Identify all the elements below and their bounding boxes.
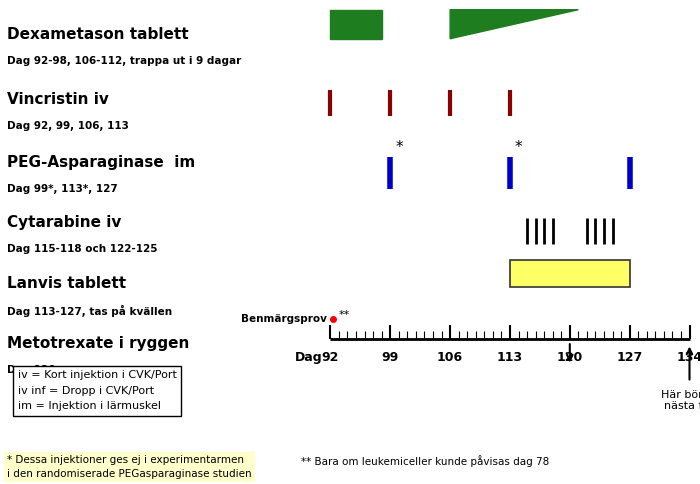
Text: *: *	[395, 140, 402, 155]
Text: ** Bara om leukemiceller kunde påvisas dag 78: ** Bara om leukemiceller kunde påvisas d…	[301, 455, 550, 467]
Text: 120: 120	[556, 351, 583, 364]
Text: 113: 113	[497, 351, 523, 364]
Text: Lanvis tablett: Lanvis tablett	[7, 276, 126, 291]
Text: PEG-Asparaginase  im: PEG-Asparaginase im	[7, 155, 195, 170]
Text: Dag 99*, 113*, 127: Dag 99*, 113*, 127	[7, 184, 118, 194]
Text: **: **	[339, 310, 350, 319]
Bar	[510, 260, 630, 287]
Text: 127: 127	[617, 351, 643, 364]
Text: Dag 113-127, tas på kvällen: Dag 113-127, tas på kvällen	[7, 305, 172, 317]
Text: 134: 134	[676, 351, 700, 364]
Text: iv = Kort injektion i CVK/Port
iv inf = Dropp i CVK/Port
im = Injektion i lärmus: iv = Kort injektion i CVK/Port iv inf = …	[18, 370, 176, 411]
Text: Här börjar
nästa fas: Här börjar nästa fas	[662, 390, 700, 411]
Text: Dexametason tablett: Dexametason tablett	[7, 27, 188, 42]
Text: Dag 120: Dag 120	[7, 365, 55, 376]
Text: * Dessa injektioner ges ej i experimentarmen
i den randomiserade PEGasparaginase: * Dessa injektioner ges ej i experimenta…	[7, 455, 251, 479]
Text: 106: 106	[437, 351, 463, 364]
Text: Dag: Dag	[295, 351, 322, 364]
Text: Benmärgsprov: Benmärgsprov	[241, 315, 327, 324]
Text: 99: 99	[382, 351, 399, 364]
Text: 92: 92	[322, 351, 339, 364]
Polygon shape	[450, 10, 578, 39]
Text: *: *	[514, 140, 522, 155]
Text: Cytarabine iv: Cytarabine iv	[7, 215, 121, 230]
Text: Dag 115-118 och 122-125: Dag 115-118 och 122-125	[7, 244, 158, 255]
Text: Metotrexate i ryggen: Metotrexate i ryggen	[7, 336, 190, 351]
Text: Dag 92, 99, 106, 113: Dag 92, 99, 106, 113	[7, 121, 129, 131]
Bar	[330, 10, 382, 39]
Text: Dag 92-98, 106-112, trappa ut i 9 dagar: Dag 92-98, 106-112, trappa ut i 9 dagar	[7, 56, 241, 66]
Text: Vincristin iv: Vincristin iv	[7, 92, 109, 107]
